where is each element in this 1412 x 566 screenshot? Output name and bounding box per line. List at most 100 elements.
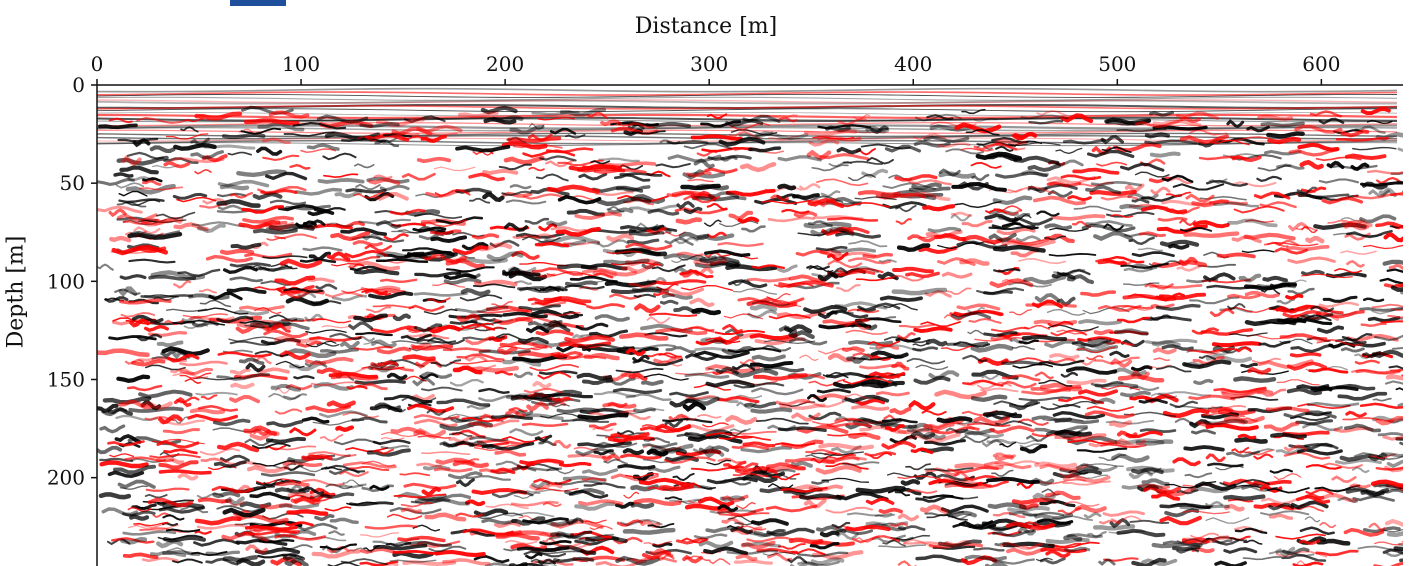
reflector: [97, 132, 1398, 138]
reflection-segment: [1157, 217, 1188, 222]
reflection-segment: [1260, 510, 1310, 516]
reflection-segment: [338, 483, 367, 489]
reflection-segment: [302, 246, 343, 252]
reflection-segment: [596, 441, 638, 448]
reflection-segment: [319, 433, 344, 442]
reflection-segment: [1119, 162, 1165, 172]
reflection-segment: [373, 543, 428, 551]
reflection-segment: [835, 491, 889, 502]
reflection-segment: [607, 401, 628, 409]
reflection-segment: [620, 518, 663, 527]
reflection-segment: [1215, 136, 1269, 142]
reflection-segment: [706, 113, 728, 120]
reflection-segment: [211, 485, 254, 494]
reflection-segment: [583, 352, 620, 361]
reflection-segment: [538, 222, 558, 232]
reflection-segment: [907, 234, 935, 243]
reflection-segment: [339, 470, 369, 477]
reflection-segment: [798, 400, 845, 408]
reflection-segment: [1052, 400, 1096, 408]
reflection-segment: [97, 348, 150, 358]
reflection-segment: [413, 418, 458, 428]
reflection-segment: [216, 198, 261, 208]
reflection-segment: [270, 383, 302, 392]
reflection-segment: [718, 136, 766, 147]
reflection-segment: [1402, 190, 1403, 192]
reflection-segment: [848, 174, 876, 182]
reflection-segment: [1120, 390, 1151, 398]
reflection-segment: [481, 518, 518, 525]
reflection-segment: [1042, 417, 1084, 422]
reflection-segment: [1359, 306, 1403, 312]
reflection-segment: [186, 118, 205, 123]
reflection-segment: [563, 241, 601, 246]
reflection-segment: [114, 288, 141, 296]
reflection-segment: [283, 287, 324, 293]
reflection-segment: [1305, 488, 1334, 496]
reflection-segment: [825, 506, 874, 514]
reflection-segment: [1011, 217, 1053, 226]
reflection-segment: [788, 274, 827, 283]
reflection-segment: [304, 356, 354, 365]
reflection-segment: [260, 471, 316, 478]
reflection-segment: [1186, 278, 1219, 284]
reflection-segment: [145, 487, 190, 492]
reflection-segment: [265, 436, 307, 444]
reflection-segment: [383, 232, 409, 242]
reflection-segment: [1382, 259, 1403, 266]
reflection-segment: [1007, 505, 1050, 513]
reflection-segment: [1241, 249, 1275, 254]
reflection-segment: [311, 549, 361, 559]
reflection-segment: [867, 340, 901, 347]
reflection-segment: [1098, 558, 1116, 566]
reflection-segment: [1383, 232, 1403, 243]
reflection-segment: [469, 197, 491, 204]
reflection-segment: [156, 440, 200, 449]
reflection-segment: [1059, 469, 1079, 478]
reflection-segment: [1017, 418, 1049, 426]
reflection-segment: [101, 507, 139, 517]
reflection-segment: [149, 550, 187, 558]
reflection-segment: [783, 324, 813, 334]
reflection-segment: [951, 181, 1007, 192]
reflection-segment: [151, 164, 180, 169]
reflection-segment: [217, 179, 270, 188]
reflection-segment: [243, 118, 300, 126]
reflection-segment: [1139, 428, 1177, 434]
reflection-segment: [812, 136, 855, 140]
reflection-segment: [929, 124, 973, 132]
reflection-segment: [817, 347, 863, 355]
reflection-segment: [693, 533, 728, 540]
reflection-segment: [307, 209, 335, 217]
reflection-segment: [1334, 458, 1383, 465]
reflection-segment: [569, 275, 618, 283]
reflection-segment: [515, 409, 534, 417]
reflection-segment: [1054, 429, 1093, 437]
reflection-segment: [1340, 250, 1377, 255]
reflection-segment: [359, 122, 400, 129]
reflection-segment: [498, 345, 540, 350]
reflection-segment: [534, 558, 589, 565]
reflection-segment: [473, 555, 510, 564]
reflection-segment: [484, 562, 536, 566]
reflection-segment: [915, 364, 949, 371]
reflection-segment: [913, 375, 951, 385]
reflection-segment: [1203, 419, 1248, 426]
reflection-segment: [687, 433, 743, 444]
reflection-segment: [456, 313, 481, 323]
reflection-segment: [113, 464, 156, 475]
reflection-segment: [925, 338, 948, 347]
reflection-segment: [1337, 496, 1359, 504]
reflection-segment: [905, 463, 932, 471]
reflection-segment: [648, 312, 698, 318]
reflection-segment: [918, 245, 958, 255]
reflection-segment: [392, 313, 411, 322]
reflection-segment: [274, 408, 303, 415]
reflection-segment: [693, 266, 714, 277]
reflection-segment: [655, 327, 708, 336]
reflection-segment: [1176, 489, 1199, 495]
reflection-segment: [289, 426, 317, 437]
reflection-segment: [659, 287, 705, 296]
reflection-segment: [994, 138, 1027, 146]
reflection-segment: [625, 393, 672, 402]
